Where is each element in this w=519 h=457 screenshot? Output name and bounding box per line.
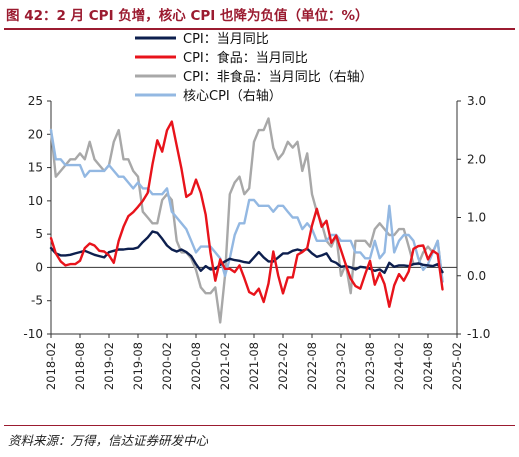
legend-label: 核心CPI（右轴）: [183, 89, 282, 104]
y-right-tick-label: 3.0: [467, 94, 486, 108]
y-left-tick-label: 25: [28, 94, 43, 108]
y-left-tick-label: -5: [31, 294, 43, 308]
y-left-tick-label: 5: [35, 227, 43, 241]
legend-label: CPI：当月同比: [183, 32, 269, 47]
series-line-2: [49, 117, 444, 324]
y-right-tick-label: 2.0: [467, 152, 486, 166]
x-tick-label: 2024-02: [392, 342, 406, 390]
legend-label: CPI：非食品：当月同比（右轴）: [183, 69, 373, 85]
x-tick-label: 2020-02: [160, 342, 174, 390]
x-tick-label: 2019-02: [102, 342, 116, 390]
x-tick-label: 2023-02: [334, 342, 348, 390]
series-line-3: [49, 128, 444, 283]
y-right-tick-label: 0.0: [467, 269, 486, 283]
y-left-tick-label: 15: [28, 161, 43, 175]
y-left-tick-label: 20: [28, 127, 43, 141]
figure-title: 图 42：2 月 CPI 负增，核心 CPI 也降为负值（单位：%）: [6, 8, 369, 24]
x-tick-label: 2021-02: [218, 342, 232, 390]
series-layer: [49, 117, 444, 324]
source-rule: [4, 425, 515, 426]
x-tick-label: 2018-02: [44, 342, 58, 390]
source-note: 资料来源：万得，信达证券研发中心: [8, 433, 209, 448]
axes-layer: -10 -5 0 5 10 15 20 25 -1.0 0.0 1.0 2.0 3.0 2018-02 20…: [23, 94, 490, 390]
legend-label: CPI：食品：当月同比: [183, 50, 308, 66]
x-tick-label: 2023-08: [363, 342, 377, 390]
legend: CPI：当月同比 CPI：食品：当月同比 CPI：非食品：当月同比（右轴） 核心CPI…: [135, 32, 373, 104]
x-tick-label: 2019-08: [131, 342, 145, 390]
y-left-tick-label: 0: [35, 260, 43, 274]
title-underline: [4, 28, 515, 30]
x-tick-label: 2024-08: [421, 342, 435, 390]
x-tick-label: 2025-02: [450, 342, 464, 390]
y-left-tick-label: -10: [23, 327, 43, 341]
y-right-tick-label: 1.0: [467, 211, 486, 225]
x-tick-label: 2022-02: [276, 342, 290, 390]
cpi-chart: -10 -5 0 5 10 15 20 25 -1.0 0.0 1.0 2.0 3.0 2018-02 20…: [23, 32, 490, 390]
x-tick-label: 2018-08: [73, 342, 87, 390]
y-left-tick-label: 10: [28, 194, 43, 208]
x-tick-label: 2020-08: [189, 342, 203, 390]
y-right-tick-label: -1.0: [467, 327, 490, 341]
x-tick-label: 2021-08: [247, 342, 261, 390]
x-tick-label: 2022-08: [305, 342, 319, 390]
series-line-1: [49, 120, 444, 308]
